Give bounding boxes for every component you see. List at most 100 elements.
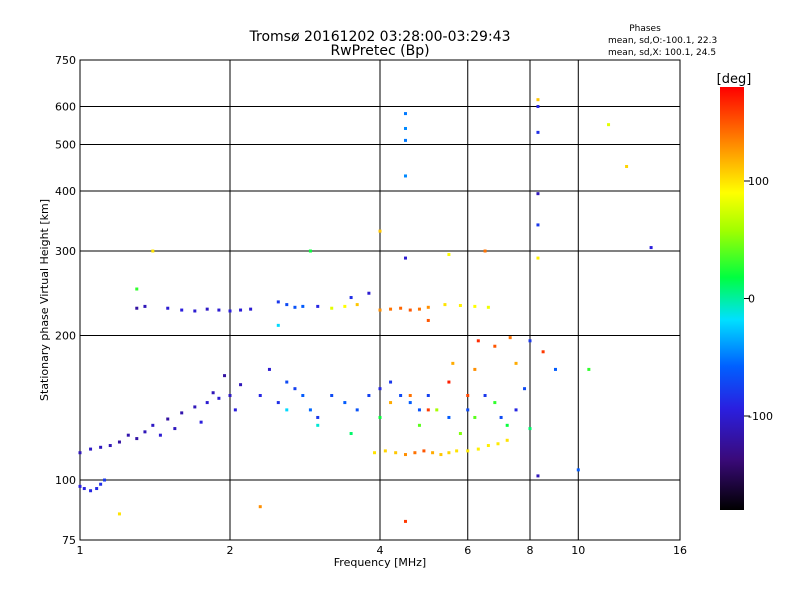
data-point (536, 256, 540, 260)
data-point (276, 323, 280, 327)
data-point (536, 105, 540, 109)
data-point (403, 519, 407, 523)
data-point (476, 447, 480, 451)
data-point (301, 394, 305, 398)
data-point (285, 303, 289, 307)
data-point (378, 415, 382, 419)
data-point (443, 303, 447, 307)
y-tick-label: 300 (55, 245, 76, 258)
data-point (158, 433, 162, 437)
data-point (496, 442, 500, 446)
data-point (553, 367, 557, 371)
data-point (378, 229, 382, 233)
data-point (473, 304, 477, 308)
data-point (389, 401, 393, 405)
data-point (403, 126, 407, 130)
data-point (151, 423, 155, 427)
data-point (205, 307, 209, 311)
colorbar-label: [deg] (717, 72, 752, 87)
data-point (349, 432, 353, 436)
data-point (403, 112, 407, 116)
data-point (508, 336, 512, 340)
annotation-line1: mean, sd,O:-100.1, 22.3 (608, 36, 717, 46)
data-point (316, 304, 320, 308)
data-point (625, 164, 629, 168)
data-point (239, 383, 243, 387)
data-point (126, 433, 130, 437)
data-point (422, 449, 426, 453)
data-point (408, 401, 412, 405)
data-point (447, 415, 451, 419)
data-point (267, 367, 271, 371)
y-tick-label: 75 (62, 534, 76, 547)
data-point (576, 468, 580, 472)
data-point (408, 394, 412, 398)
annotation-line2: mean, sd,X: 100.1, 24.5 (608, 48, 716, 58)
data-point (408, 308, 412, 312)
y-tick-label: 500 (55, 139, 76, 152)
data-point (249, 307, 253, 311)
data-point (536, 223, 540, 227)
data-point (211, 391, 215, 395)
data-point (103, 478, 107, 482)
data-points (78, 98, 653, 523)
grid (80, 60, 680, 540)
data-point (239, 308, 243, 312)
data-point (473, 415, 477, 419)
y-tick-label: 600 (55, 101, 76, 114)
data-point (486, 444, 490, 448)
x-tick-label: 6 (464, 544, 471, 557)
data-point (505, 438, 509, 442)
data-point (316, 415, 320, 419)
data-point (308, 249, 312, 253)
data-point (458, 303, 462, 307)
data-point (394, 451, 398, 455)
data-point (466, 449, 470, 453)
data-point (426, 318, 430, 322)
y-axis-label: Stationary phase Virtual Height [km] (38, 199, 51, 401)
data-point (587, 367, 591, 371)
chart-subtitle: RwPretec (Bp) (330, 43, 429, 59)
data-point (523, 387, 527, 391)
data-point (413, 451, 417, 455)
data-point (514, 408, 518, 412)
data-point (536, 474, 540, 478)
data-point (447, 253, 451, 257)
data-point (476, 339, 480, 343)
colorbar-tick-label: -100 (748, 410, 773, 423)
data-point (349, 296, 353, 300)
data-point (143, 430, 147, 434)
data-point (483, 394, 487, 398)
data-point (143, 304, 147, 308)
data-point (193, 405, 197, 409)
data-point (607, 123, 611, 127)
data-point (82, 487, 86, 491)
data-point (193, 309, 197, 313)
data-point (426, 305, 430, 309)
data-point (399, 306, 403, 310)
data-point (466, 394, 470, 398)
data-point (228, 309, 232, 313)
data-point (330, 394, 334, 398)
data-point (108, 444, 112, 448)
data-point (258, 505, 262, 509)
data-point (180, 411, 184, 415)
data-point (536, 98, 540, 102)
x-tick-label: 10 (571, 544, 585, 557)
data-point (355, 408, 359, 412)
data-point (166, 306, 170, 310)
data-point (301, 304, 305, 308)
data-point (473, 367, 477, 371)
data-point (528, 339, 532, 343)
data-point (293, 387, 297, 391)
data-point (458, 432, 462, 436)
data-point (78, 484, 82, 488)
data-point (330, 306, 334, 310)
x-tick-label: 8 (527, 544, 534, 557)
data-point (383, 449, 387, 453)
data-point (99, 482, 103, 486)
data-point (451, 361, 455, 365)
data-point (417, 423, 421, 427)
data-point (536, 192, 540, 196)
data-point (403, 453, 407, 457)
